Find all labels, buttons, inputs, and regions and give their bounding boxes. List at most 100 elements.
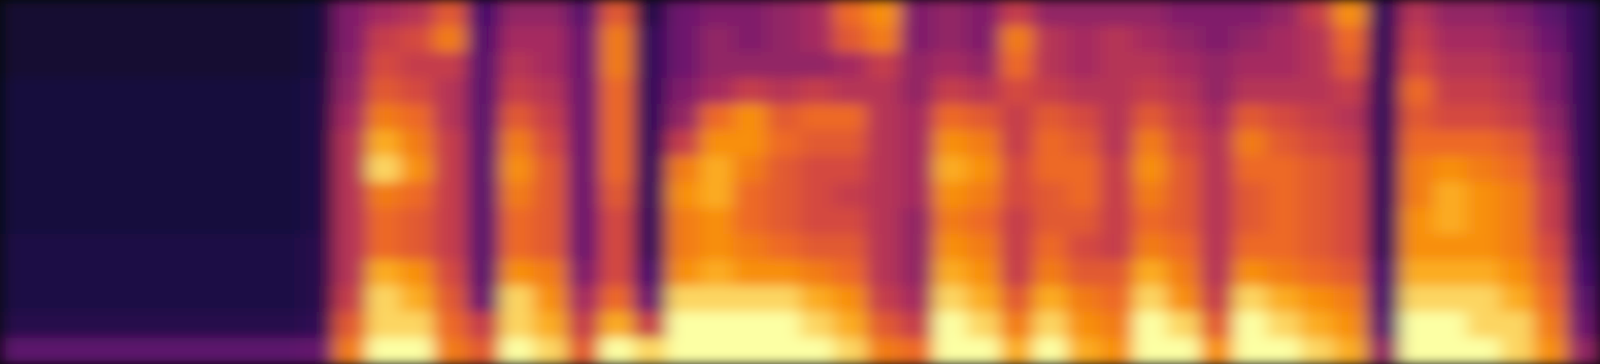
cell	[233, 208, 268, 235]
cell	[333, 104, 368, 131]
cell	[1100, 182, 1135, 209]
cell	[233, 338, 268, 364]
cell	[533, 156, 568, 183]
cell	[1466, 52, 1502, 79]
cell	[400, 286, 435, 313]
cell	[66, 286, 101, 313]
cell	[1133, 52, 1168, 79]
cell	[166, 52, 202, 79]
cell	[1266, 182, 1302, 209]
cell	[866, 312, 901, 339]
cell	[566, 208, 601, 235]
cell	[699, 156, 735, 183]
cell	[366, 156, 401, 183]
cell	[433, 286, 468, 313]
cell	[1333, 52, 1368, 79]
cell	[199, 52, 235, 79]
cell	[1200, 78, 1235, 105]
cell	[1533, 0, 1568, 27]
cell	[300, 182, 335, 209]
cell	[1499, 104, 1535, 131]
cell	[1400, 182, 1435, 209]
cell	[666, 0, 702, 27]
cell	[1033, 338, 1068, 364]
cell	[566, 234, 601, 261]
cell	[1466, 234, 1502, 261]
cell	[133, 182, 168, 209]
cell	[66, 104, 101, 131]
cell	[133, 286, 168, 313]
cell	[499, 208, 535, 235]
cell	[833, 338, 868, 364]
cell	[766, 78, 801, 105]
cell	[33, 52, 68, 79]
cell	[66, 78, 101, 105]
cell	[1066, 338, 1101, 364]
cell	[1233, 156, 1268, 183]
cell	[1100, 156, 1135, 183]
cell	[400, 260, 435, 287]
cell	[533, 78, 568, 105]
cell	[33, 182, 68, 209]
cell	[866, 156, 901, 183]
cell	[1533, 338, 1568, 364]
cell	[633, 312, 668, 339]
cell	[866, 260, 901, 287]
cell	[466, 26, 502, 53]
cell	[833, 286, 868, 313]
cell	[1433, 156, 1468, 183]
cell	[800, 312, 835, 339]
cell	[0, 286, 35, 313]
cell	[833, 182, 868, 209]
cell	[400, 338, 435, 364]
cell	[1499, 26, 1535, 53]
cell	[933, 104, 968, 131]
cell	[400, 208, 435, 235]
cell	[1100, 130, 1135, 157]
cell	[199, 182, 235, 209]
cell	[1299, 260, 1335, 287]
cell	[733, 260, 768, 287]
cell	[0, 182, 35, 209]
cell	[1100, 104, 1135, 131]
cell	[233, 52, 268, 79]
cell	[33, 260, 68, 287]
cell	[1266, 0, 1302, 27]
cell	[1400, 0, 1435, 27]
cell	[1533, 286, 1568, 313]
cell	[400, 78, 435, 105]
cell	[300, 78, 335, 105]
cell	[100, 208, 135, 235]
cell	[866, 182, 901, 209]
cell	[466, 156, 502, 183]
cell	[600, 182, 635, 209]
cell	[933, 286, 968, 313]
cell	[166, 130, 202, 157]
cell	[199, 260, 235, 287]
cell	[0, 78, 35, 105]
cell	[1100, 286, 1135, 313]
cell	[733, 52, 768, 79]
cell	[333, 208, 368, 235]
cell	[1433, 0, 1468, 27]
cell	[233, 312, 268, 339]
cell	[499, 78, 535, 105]
cell	[1066, 52, 1101, 79]
cell	[1233, 260, 1268, 287]
cells	[0, 0, 1600, 364]
cell	[600, 104, 635, 131]
cell	[1266, 26, 1302, 53]
cell	[1233, 234, 1268, 261]
cell	[533, 338, 568, 364]
cell	[1366, 208, 1401, 235]
cell	[333, 78, 368, 105]
cell	[166, 260, 202, 287]
cell	[166, 338, 202, 364]
cell	[466, 182, 502, 209]
cell	[1400, 130, 1435, 157]
cell	[433, 234, 468, 261]
cell	[999, 0, 1035, 27]
cell	[466, 312, 502, 339]
cell	[1166, 130, 1201, 157]
cell	[1366, 26, 1401, 53]
